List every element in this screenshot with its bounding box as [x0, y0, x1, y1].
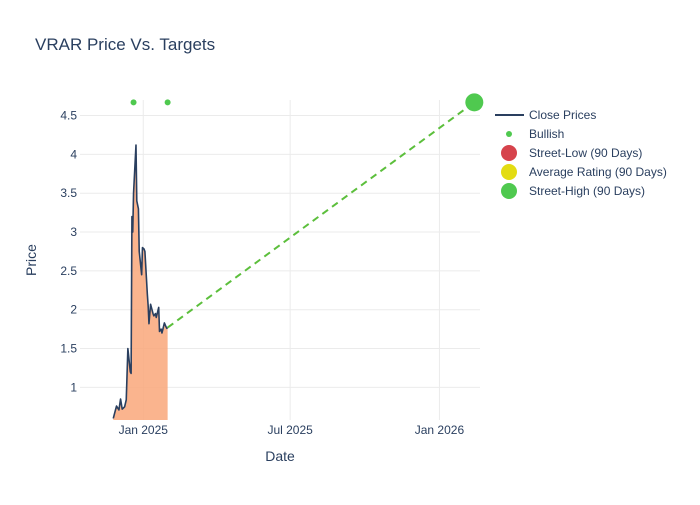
legend-circle-swatch: [501, 164, 517, 180]
y-tick-label: 3.5: [60, 186, 77, 200]
legend-label: Average Rating (90 Days): [529, 165, 667, 179]
area-layer: [113, 145, 168, 421]
marker-layer: [130, 93, 484, 112]
legend-circle-swatch: [501, 183, 517, 199]
y-tick-label: 4.5: [60, 109, 77, 123]
x-tick-label: Jan 2026: [415, 423, 465, 437]
bullish-marker: [130, 99, 137, 106]
x-tick-label: Jul 2025: [267, 423, 313, 437]
y-tick-label: 2: [70, 303, 77, 317]
y-tick-label: 1: [70, 380, 77, 394]
legend[interactable]: Close Prices Bullish Street-Low (90 Days) A…: [495, 108, 667, 199]
y-axis-ticks: 1 1.5 2 2.5 3 3.5 4 4.5: [60, 109, 77, 395]
legend-label: Street-Low (90 Days): [529, 146, 642, 160]
legend-item[interactable]: Close Prices: [495, 108, 596, 122]
legend-item[interactable]: Street-Low (90 Days): [501, 145, 642, 161]
y-tick-label: 4: [70, 147, 77, 161]
x-axis-title: Date: [265, 448, 295, 464]
x-tick-label: Jan 2025: [119, 423, 169, 437]
target-projection-line: [167, 101, 475, 329]
y-tick-label: 3: [70, 225, 77, 239]
y-tick-label: 2.5: [60, 264, 77, 278]
legend-label: Bullish: [529, 127, 564, 141]
bullish-marker: [164, 99, 171, 106]
close-price-area: [113, 145, 168, 421]
legend-dot-swatch: [506, 131, 512, 137]
legend-item[interactable]: Street-High (90 Days): [501, 183, 645, 199]
y-tick-label: 1.5: [60, 342, 77, 356]
legend-item[interactable]: Average Rating (90 Days): [501, 164, 667, 180]
legend-label: Street-High (90 Days): [529, 184, 645, 198]
line-layer: [112, 101, 475, 419]
legend-circle-swatch: [501, 145, 517, 161]
legend-item[interactable]: Bullish: [506, 127, 564, 141]
x-axis-ticks: Jan 2025 Jul 2025 Jan 2026: [119, 423, 465, 437]
chart-title: VRAR Price Vs. Targets: [35, 35, 215, 54]
street-target-marker: [465, 93, 484, 112]
y-axis-title: Price: [23, 244, 39, 276]
close-price-line: [112, 144, 169, 419]
legend-label: Close Prices: [529, 108, 596, 122]
